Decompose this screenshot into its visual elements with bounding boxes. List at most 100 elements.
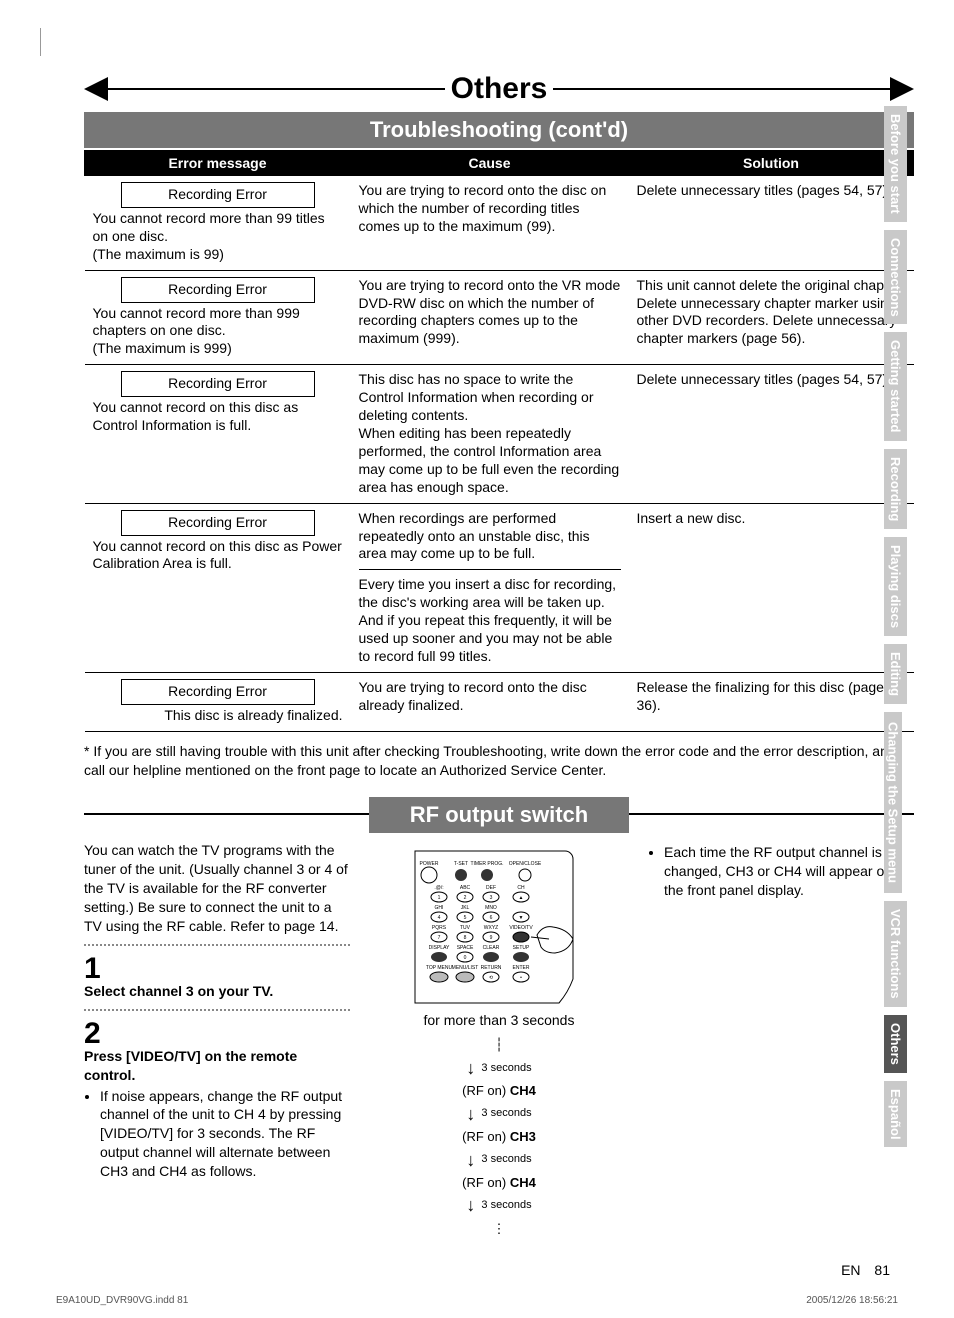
- solution-cell: Release the finalizing for this disc (pa…: [629, 672, 914, 731]
- cause-cell: You are trying to record onto the VR mod…: [351, 270, 629, 365]
- seq-label: (RF on) CH4: [462, 1174, 536, 1192]
- page: Before you start Connections Getting sta…: [0, 0, 954, 1318]
- chapter-banner: Others: [84, 72, 914, 106]
- col-solution: Solution: [629, 151, 914, 176]
- table-row: Recording Error You cannot record more t…: [85, 176, 914, 271]
- error-subtext: You cannot record more than 999 chapters…: [93, 305, 343, 359]
- svg-text:SPACE: SPACE: [457, 945, 474, 951]
- svg-text:•: •: [520, 975, 522, 981]
- error-box: Recording Error: [121, 371, 315, 397]
- svg-text:1: 1: [438, 895, 441, 901]
- tab-changing-setup-menu[interactable]: Changing the Setup menu: [884, 712, 902, 893]
- svg-text:8: 8: [464, 935, 467, 941]
- error-box: Recording Error: [121, 510, 315, 536]
- svg-text:7: 7: [438, 935, 441, 941]
- tab-vcr-functions[interactable]: VCR functions: [884, 901, 907, 1007]
- arrow-down-icon: ↓: [466, 1148, 475, 1172]
- rf-intro: You can watch the TV programs with the t…: [84, 841, 350, 935]
- svg-text:VIDEO/TV: VIDEO/TV: [509, 925, 533, 931]
- svg-text:2: 2: [464, 895, 467, 901]
- arrow-down-icon: ↓: [466, 1056, 475, 1080]
- cause-separator: [359, 569, 621, 570]
- error-subtext: You cannot record more than 99 titles on…: [93, 210, 343, 264]
- seq-label: (RF on) CH3: [462, 1128, 536, 1146]
- dotted-rule: [84, 944, 350, 946]
- error-box: Recording Error: [121, 277, 315, 303]
- tab-recording[interactable]: Recording: [884, 449, 907, 529]
- remote-control-icon: POWER T-SETTIMER PROG.OPEN/CLOSE .@/:ABC…: [399, 845, 599, 1005]
- svg-text:TOP MENU: TOP MENU: [426, 965, 453, 971]
- section-rf-wrap: RF output switch: [84, 797, 914, 833]
- dotted-rule: [84, 1009, 350, 1011]
- table-row: Recording Error You cannot record on thi…: [85, 503, 914, 672]
- remote-caption: for more than 3 seconds: [366, 1011, 632, 1030]
- svg-text:.@/:: .@/:: [434, 885, 443, 891]
- cause-cell: When recordings are performed repeatedly…: [351, 503, 629, 672]
- troubleshooting-table: Error message Cause Solution Recording E…: [84, 150, 914, 732]
- tab-editing[interactable]: Editing: [884, 644, 907, 704]
- svg-text:PQRS: PQRS: [432, 925, 447, 931]
- svg-text:ENTER: ENTER: [513, 965, 530, 971]
- section-rf-bar: RF output switch: [369, 797, 629, 833]
- svg-text:OPEN/CLOSE: OPEN/CLOSE: [509, 861, 542, 867]
- step-1-number: 1: [84, 954, 350, 984]
- section-rule-right: [629, 813, 914, 815]
- col-cause: Cause: [351, 151, 629, 176]
- seq-time: 3 seconds: [481, 1106, 531, 1121]
- svg-text:DEF: DEF: [486, 885, 496, 891]
- tab-before-you-start[interactable]: Before you start: [884, 106, 907, 222]
- svg-text:4: 4: [438, 915, 441, 921]
- svg-text:▼: ▼: [519, 915, 524, 921]
- table-row: Recording Error You cannot record on thi…: [85, 365, 914, 503]
- svg-text:MNO: MNO: [485, 905, 497, 911]
- svg-text:RETURN: RETURN: [481, 965, 502, 971]
- svg-text:DISPLAY: DISPLAY: [429, 945, 450, 951]
- seq-label: (RF on) CH4: [462, 1082, 536, 1100]
- tab-others[interactable]: Others: [884, 1015, 907, 1073]
- cause-cell: This disc has no space to write the Cont…: [351, 365, 629, 503]
- table-row: Recording Error This disc is already fin…: [85, 672, 914, 731]
- tab-espanol[interactable]: Español: [884, 1081, 907, 1148]
- side-tabs: Before you start Connections Getting sta…: [884, 106, 912, 1155]
- seq-dots-icon: ┆: [495, 1036, 503, 1054]
- section-troubleshooting-bar: Troubleshooting (cont'd): [84, 112, 914, 148]
- arrow-down-icon: ↓: [466, 1193, 475, 1217]
- page-num: 81: [874, 1262, 890, 1278]
- svg-text:0: 0: [464, 955, 467, 961]
- table-header-row: Error message Cause Solution: [85, 151, 914, 176]
- rf-sequence: ┆ ↓ 3 seconds (RF on) CH4 ↓ 3 seconds (RF …: [366, 1036, 632, 1237]
- svg-text:6: 6: [490, 915, 493, 921]
- table-row: Recording Error You cannot record more t…: [85, 270, 914, 365]
- error-subtext: You cannot record on this disc as Power …: [93, 538, 343, 574]
- seq-time: 3 seconds: [481, 1152, 531, 1167]
- page-number: EN 81: [841, 1262, 890, 1278]
- footer-right: 2005/12/26 18:56:21: [806, 1295, 898, 1306]
- banner-angle-right-icon: [890, 77, 914, 101]
- svg-text:SETUP: SETUP: [513, 945, 530, 951]
- page-label: EN: [841, 1262, 860, 1278]
- section-rule-left: [84, 813, 369, 815]
- seq-time: 3 seconds: [481, 1198, 531, 1213]
- step-2-bullets: If noise appears, change the RF output c…: [84, 1087, 350, 1181]
- rf-right-bullet: Each time the RF output channel is chang…: [664, 843, 914, 900]
- tab-getting-started[interactable]: Getting started: [884, 332, 907, 440]
- svg-text:POWER: POWER: [420, 861, 439, 867]
- svg-text:T-SET: T-SET: [454, 861, 468, 867]
- svg-text:TUV: TUV: [460, 925, 471, 931]
- error-box: Recording Error: [121, 182, 315, 208]
- svg-text:MENU/LIST: MENU/LIST: [452, 965, 479, 971]
- banner-angle-left-icon: [84, 77, 108, 101]
- cause-cell: You are trying to record onto the disc a…: [351, 672, 629, 731]
- rf-col-middle: POWER T-SETTIMER PROG.OPEN/CLOSE .@/:ABC…: [366, 841, 632, 1239]
- svg-text:GHI: GHI: [435, 905, 444, 911]
- tab-playing-discs[interactable]: Playing discs: [884, 537, 907, 636]
- svg-text:CH: CH: [517, 885, 525, 891]
- cause-cell: You are trying to record onto the disc o…: [351, 176, 629, 271]
- error-box: Recording Error: [121, 679, 315, 705]
- svg-text:JKL: JKL: [461, 905, 470, 911]
- col-error-message: Error message: [85, 151, 351, 176]
- step-2-title: Press [VIDEO/TV] on the remote control.: [84, 1047, 350, 1085]
- tab-connections[interactable]: Connections: [884, 230, 907, 325]
- svg-text:WXYZ: WXYZ: [484, 925, 498, 931]
- solution-cell: This unit cannot delete the original cha…: [629, 270, 914, 365]
